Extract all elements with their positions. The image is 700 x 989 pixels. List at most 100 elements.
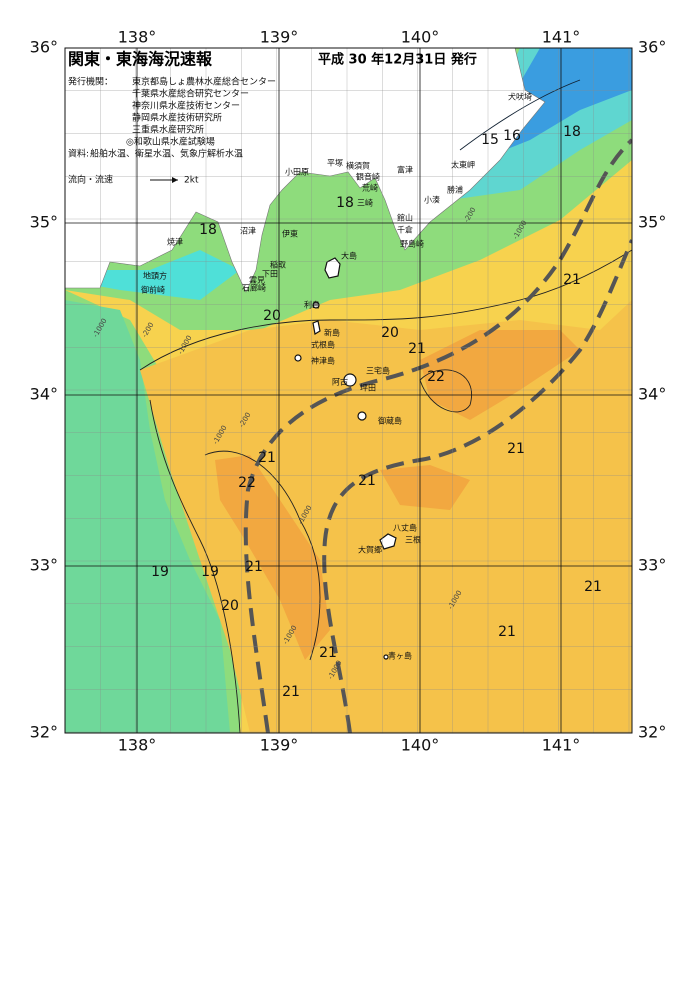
isotherm: [139, 249, 632, 371]
lat-label: 32°: [30, 723, 58, 742]
place-name: 三宅島: [366, 366, 390, 376]
temperature-label: 21: [282, 684, 300, 700]
lon-label: 140°: [401, 736, 440, 755]
place-name: 観音崎: [356, 172, 380, 182]
island: [357, 411, 367, 421]
labels: 138° 138° 139° 139° 140° 140° 141° 141° 36° 36° 35…: [30, 28, 667, 755]
place-name: 野島崎: [400, 239, 424, 249]
temperature-label: 21: [584, 579, 602, 595]
warm-zone: [140, 300, 632, 733]
legend-speed: 2kt: [184, 176, 199, 186]
lat-label: 32°: [638, 723, 666, 742]
warm-core: [215, 455, 330, 660]
lon-label: 141°: [542, 28, 581, 47]
temperature-label: 16: [503, 128, 521, 144]
place-name: 平塚: [327, 159, 343, 168]
temperature-label: 22: [427, 369, 445, 385]
place-name: 下田: [262, 270, 278, 279]
place-name: 勝浦: [447, 185, 463, 195]
temperature-label: 21: [319, 645, 337, 661]
temperature-label: 19: [151, 564, 169, 580]
temperature-label: 21: [563, 272, 581, 288]
issuer: ◎和歌山県水産試験場: [126, 136, 215, 148]
lat-label: 35°: [638, 213, 666, 232]
issuer: 東京都島しょ農林水産総合センター: [132, 76, 276, 88]
place-name: 千倉: [397, 225, 413, 235]
title: 関東・東海海況速報: [68, 50, 213, 69]
place-name: 稲取: [270, 260, 286, 270]
temperature-label: 21: [498, 624, 516, 640]
lon-label: 138°: [118, 28, 157, 47]
issuer: 三重県水産研究所: [132, 124, 204, 136]
temperature-label: 21: [408, 341, 426, 357]
place-name: 八丈島: [393, 523, 417, 533]
lon-label: 139°: [260, 736, 299, 755]
map-layers: [65, 48, 632, 733]
temperature-label: 18: [563, 124, 581, 140]
place-name: 御前崎: [141, 285, 165, 295]
place-name: 大島: [341, 251, 357, 261]
temperature-label: 20: [381, 325, 399, 341]
place-name: 伊東: [282, 229, 298, 239]
isotherm: [204, 450, 321, 661]
warm-core: [380, 465, 470, 510]
cooler-water-west: [65, 300, 230, 733]
island: [324, 257, 341, 279]
lat-label: 33°: [30, 556, 58, 575]
temperature-label: 18: [336, 195, 354, 211]
island: [312, 301, 320, 309]
place-name: 三根: [405, 535, 421, 545]
temperature-label: 21: [358, 473, 376, 489]
place-name: 三崎: [357, 198, 373, 208]
lat-label: 36°: [638, 38, 666, 57]
place-name: 小田原: [285, 168, 309, 177]
place-name: 阿古: [332, 377, 348, 387]
warm-core: [420, 330, 580, 420]
lat-label: 36°: [30, 38, 58, 57]
lat-label: 33°: [638, 556, 666, 575]
place-name: 坪田: [360, 384, 376, 393]
place-name: 館山: [397, 213, 413, 223]
island: [294, 354, 302, 362]
source: 船舶水温、衛星水温、気象庁解析水温: [90, 148, 243, 160]
place-name: 犬吠埼: [508, 92, 532, 102]
temperature-label: 21: [258, 450, 276, 466]
place-name: 太東岬: [451, 160, 475, 170]
island: [312, 320, 321, 335]
legend-label: 流向・流速: [68, 174, 113, 186]
temperature-label: 19: [201, 564, 219, 580]
isotherm: [459, 79, 581, 151]
place-name: 沼津: [240, 226, 256, 236]
issuers-label: 発行機関：: [68, 76, 113, 88]
lat-label: 34°: [638, 385, 666, 404]
isotherms: [139, 79, 632, 733]
lat-label: 34°: [30, 385, 58, 404]
map-frame: [64, 47, 633, 734]
place-name: 利島: [304, 300, 320, 310]
island: [379, 533, 397, 550]
temperature-label: 20: [221, 598, 239, 614]
issuer: 静岡県水産技術研究所: [132, 112, 222, 124]
issuer: 神奈川県水産技術センター: [132, 100, 240, 112]
isotherm: [149, 399, 241, 733]
place-name: 雲見: [249, 276, 265, 285]
issue-date: 平成 30 年12月31日 発行: [318, 52, 477, 68]
place-name: 石廊崎: [242, 283, 266, 293]
source-label: 資料:: [68, 148, 89, 160]
coastal-water: [65, 250, 240, 300]
place-name: 地頭方: [143, 271, 167, 281]
temperature-label: 20: [263, 308, 281, 324]
place-name: 式根島: [311, 340, 335, 350]
temperature-label: 18: [199, 222, 217, 238]
lat-label: 35°: [30, 213, 58, 232]
place-name: 御蔵島: [378, 416, 402, 426]
place-name: 焼津: [167, 237, 183, 247]
temperature-label: 21: [245, 559, 263, 575]
place-name: 富津: [397, 165, 413, 175]
temperature-label: 22: [238, 475, 256, 491]
place-name: 青ヶ島: [388, 651, 412, 661]
island: [383, 654, 389, 660]
issuer: 千葉県水産総合研究センター: [132, 88, 249, 100]
lon-label: 140°: [401, 28, 440, 47]
